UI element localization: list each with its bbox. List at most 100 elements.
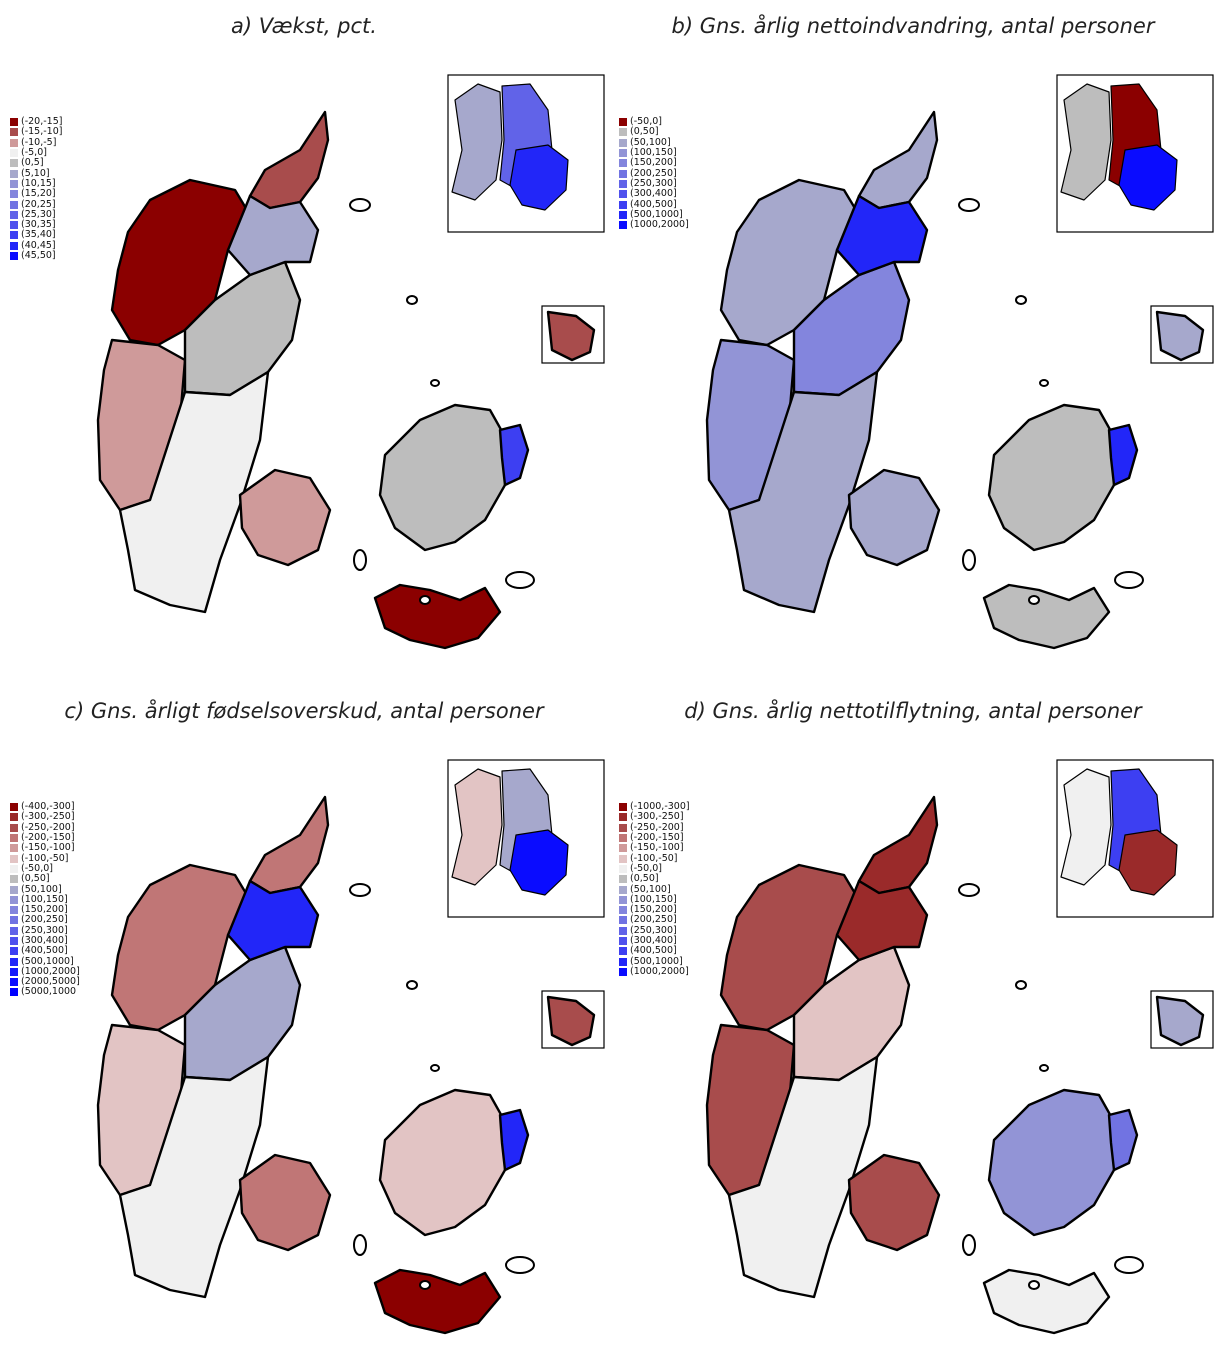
legend-swatch <box>619 211 627 219</box>
island <box>1016 981 1026 989</box>
panel-a: a) Vækst, pct. (-20,-15] (-15,-10] (-10,-5… <box>0 0 608 668</box>
legend-swatch <box>619 937 627 945</box>
legend-swatch <box>619 190 627 198</box>
legend-swatch <box>10 221 18 229</box>
panel-d: d) Gns. årlig nettotilflytning, antal pe… <box>609 685 1217 1353</box>
legend-item: (0,50] <box>10 874 80 884</box>
legend-swatch <box>619 865 627 873</box>
denmark-map <box>0 0 608 668</box>
legend-swatch <box>619 149 627 157</box>
legend-label: (150,200] <box>630 158 677 168</box>
island <box>1040 380 1048 386</box>
island <box>350 199 370 211</box>
region-lolland <box>984 1270 1109 1333</box>
legend-swatch <box>619 834 627 842</box>
legend-swatch <box>10 875 18 883</box>
legend-label: (1000,2000] <box>630 967 689 977</box>
legend-swatch <box>10 190 18 198</box>
legend-swatch <box>619 803 627 811</box>
legend-swatch <box>10 180 18 188</box>
legend-swatch <box>10 844 18 852</box>
island <box>1016 296 1026 304</box>
legend-label: (200,250] <box>21 915 68 925</box>
legend-label: (5000,1000 <box>21 987 76 997</box>
island <box>354 550 366 570</box>
legend-item: (-150,-100] <box>619 843 690 853</box>
denmark-map <box>609 685 1217 1353</box>
island <box>959 199 979 211</box>
legend-swatch <box>10 128 18 136</box>
legend-swatch <box>10 978 18 986</box>
island <box>1029 1281 1039 1289</box>
legend-swatch <box>10 968 18 976</box>
legend-swatch <box>10 242 18 250</box>
island <box>420 1281 430 1289</box>
region-north <box>859 797 937 893</box>
region-zealand <box>380 1090 508 1235</box>
legend-swatch <box>619 896 627 904</box>
legend-label: (0,50] <box>630 874 659 884</box>
legend-item: (0,5] <box>10 158 62 168</box>
legend-swatch <box>619 886 627 894</box>
legend-swatch <box>10 937 18 945</box>
island <box>506 572 534 588</box>
legend-swatch <box>10 865 18 873</box>
legend-swatch <box>10 803 18 811</box>
legend-item: (400,500] <box>10 946 80 956</box>
legend-swatch <box>10 149 18 157</box>
panel-c: c) Gns. årligt fødselsoverskud, antal pe… <box>0 685 608 1353</box>
legend-label: (400,500] <box>630 946 677 956</box>
legend-label: (300,400] <box>630 189 677 199</box>
legend-swatch <box>10 958 18 966</box>
legend-item: (0,50] <box>619 874 690 884</box>
legend-label: (-150,-100] <box>630 843 684 853</box>
legend-item: (150,200] <box>619 158 689 168</box>
region-copenhagen <box>500 425 528 485</box>
legend-label: (0,50] <box>21 874 50 884</box>
legend-swatch <box>619 927 627 935</box>
legend-swatch <box>619 844 627 852</box>
legend-swatch <box>619 118 627 126</box>
legend-swatch <box>10 159 18 167</box>
legend-label: (0,5] <box>21 158 44 168</box>
legend-swatch <box>10 252 18 260</box>
legend-swatch <box>10 824 18 832</box>
legend-swatch <box>10 855 18 863</box>
legend-swatch <box>10 906 18 914</box>
legend-item: (5000,1000 <box>10 987 80 997</box>
legend-label: (35,40] <box>21 230 56 240</box>
region-zealand <box>380 405 508 550</box>
legend-label: (0,50] <box>630 127 659 137</box>
legend-label: (200,250] <box>630 915 677 925</box>
island <box>506 1257 534 1273</box>
legend-label: (45,50] <box>21 251 56 261</box>
legend-swatch <box>10 927 18 935</box>
legend-swatch <box>10 211 18 219</box>
legend-swatch <box>619 824 627 832</box>
legend-swatch <box>619 958 627 966</box>
legend-swatch <box>619 916 627 924</box>
island <box>959 884 979 896</box>
legend: (-1000,-300] (-300,-250] (-250,-200] (-200,… <box>619 802 690 977</box>
island <box>407 296 417 304</box>
island <box>963 1235 975 1255</box>
legend-label: (-15,-10] <box>21 127 62 137</box>
region-fyn <box>849 470 939 565</box>
legend-item: (1000,2000] <box>619 220 689 230</box>
legend-swatch <box>10 896 18 904</box>
legend-item: (300,400] <box>619 189 689 199</box>
legend-item: (45,50] <box>10 251 62 261</box>
legend-swatch <box>619 947 627 955</box>
legend-item: (15,20] <box>10 189 62 199</box>
legend: (-50,0] (0,50] (50,100] (100,150] (150,200](… <box>619 117 689 230</box>
legend-swatch <box>10 139 18 147</box>
region-north <box>250 797 328 893</box>
legend-swatch <box>619 128 627 136</box>
legend-label: (-150,-100] <box>21 843 75 853</box>
island <box>1040 1065 1048 1071</box>
island <box>407 981 417 989</box>
region-fyn <box>240 1155 330 1250</box>
panel-b: b) Gns. årlig nettoindvandring, antal pe… <box>609 0 1217 668</box>
legend-swatch <box>619 813 627 821</box>
region-north <box>250 112 328 208</box>
